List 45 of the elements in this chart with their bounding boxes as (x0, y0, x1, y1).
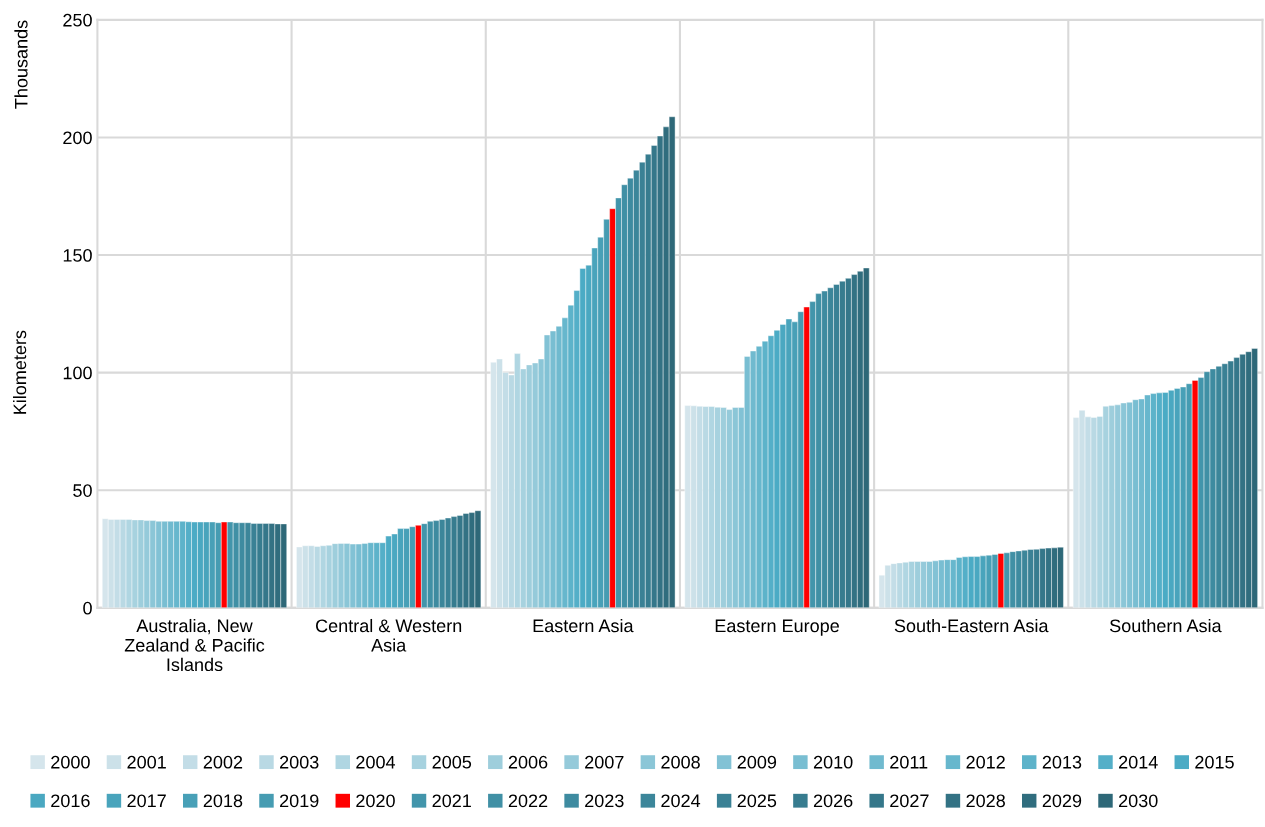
legend-label: 2019 (280, 794, 319, 808)
legend-label: 2006 (508, 755, 548, 769)
x-tick-label: Australia, New Zealand & Pacific Islands (124, 618, 265, 672)
y-axis-title: Kilometers (13, 330, 27, 414)
y-tick-label: 100 (63, 366, 92, 380)
x-tick-label: South-Eastern Asia (894, 618, 1049, 633)
legend-label: 2022 (508, 794, 548, 808)
legend-label: 2029 (1042, 794, 1082, 808)
legend-label: 2007 (585, 755, 624, 769)
y-tick-label: 50 (73, 484, 92, 497)
legend-label: 2011 (890, 755, 928, 769)
legend-label: 2014 (1119, 755, 1158, 769)
text: Thousands (14, 20, 28, 109)
legend-label: 2020 (356, 794, 395, 808)
y-tick-label: 150 (63, 248, 92, 262)
legend-label: 2005 (432, 755, 472, 769)
y-tick-label: 250 (63, 13, 92, 27)
legend-label: 2013 (1042, 755, 1082, 769)
legend-label: 2026 (813, 794, 853, 808)
legend-label: 2004 (356, 755, 396, 769)
legend-label: 2012 (966, 755, 1005, 769)
x-tick-label: Eastern Asia (533, 618, 634, 633)
legend-label: 2001 (127, 755, 166, 769)
legend-label: 2017 (127, 794, 166, 808)
x-tick-label: Southern Asia (1109, 618, 1222, 633)
x-tick-label: Central & Western Asia (316, 618, 462, 652)
legend-label: 2003 (280, 755, 319, 769)
legend-label: 2028 (966, 794, 1005, 808)
legend-label: 2027 (890, 794, 929, 808)
legend-label: 2016 (51, 794, 90, 808)
legend-label: 2009 (737, 755, 777, 769)
x-tick-label: Eastern Europe (715, 619, 839, 636)
legend-label: 2023 (585, 794, 624, 808)
legend-label: 2008 (661, 755, 700, 769)
y-tick-label: 0 (83, 601, 92, 615)
legend-label: 2000 (51, 755, 90, 769)
legend-label: 2025 (737, 794, 777, 808)
legend-label: 2018 (203, 794, 243, 808)
legend-label: 2015 (1195, 755, 1234, 769)
y-tick-label: 200 (63, 131, 92, 145)
legend-label: 2010 (813, 755, 853, 769)
legend-label: 2002 (203, 755, 243, 769)
legend-label: 2021 (432, 794, 471, 808)
legend-label: 2030 (1119, 794, 1158, 808)
legend-label: 2024 (661, 794, 701, 808)
